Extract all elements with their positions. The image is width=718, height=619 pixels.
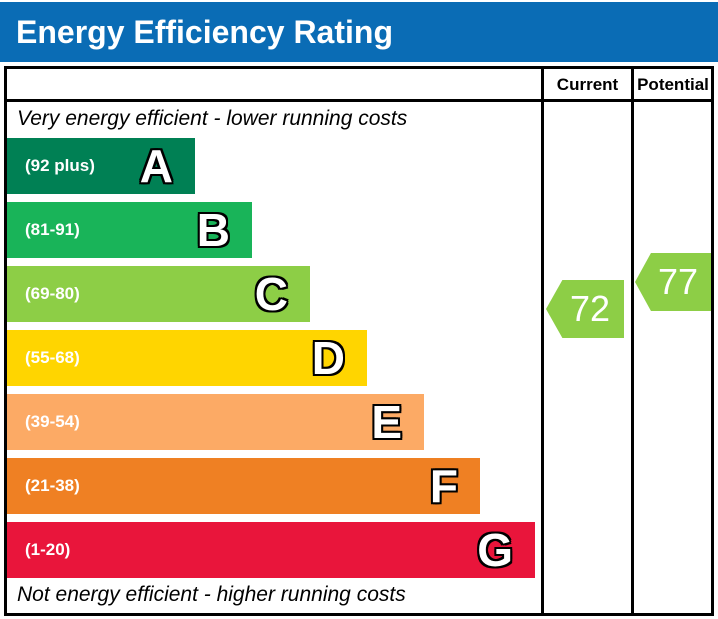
band-f-letter: F xyxy=(429,460,458,512)
band-d-range-label: (55-68) xyxy=(25,348,80,367)
band-d-row: (55-68) D xyxy=(7,330,367,386)
divider-potential-column xyxy=(631,69,634,613)
divider-current-column xyxy=(541,69,544,613)
band-e-range-label: (39-54) xyxy=(25,412,80,431)
band-a-letter: A xyxy=(139,140,173,192)
band-c-row: (69-80) C xyxy=(7,266,310,322)
band-b-letter: B xyxy=(196,204,230,256)
band-f-row: (21-38) F xyxy=(7,458,480,514)
band-d-letter: D xyxy=(311,332,345,384)
band-b-row: (81-91) B xyxy=(7,202,252,258)
page-title: Energy Efficiency Rating xyxy=(16,13,393,50)
band-a-row: (92 plus) A xyxy=(7,138,195,194)
band-g-letter: G xyxy=(477,524,513,576)
band-e-letter: E xyxy=(371,396,402,448)
band-c-range-label: (69-80) xyxy=(25,284,80,303)
band-a-range-label: (92 plus) xyxy=(25,156,95,175)
band-g-range-label: (1-20) xyxy=(25,540,71,559)
current-rating-value: 72 xyxy=(569,288,611,329)
band-e-row: (39-54) E xyxy=(7,394,424,450)
potential-rating-value: 77 xyxy=(657,261,699,302)
header-separator-line xyxy=(7,99,711,102)
band-b-range-label: (81-91) xyxy=(25,220,80,239)
band-g-row: (1-20) G xyxy=(7,522,535,578)
band-c-letter: C xyxy=(254,268,288,320)
column-header-current: Current xyxy=(556,75,619,94)
current-rating-arrow: 72 xyxy=(546,280,624,338)
title-bar: Energy Efficiency Rating xyxy=(0,2,718,62)
bottom-note: Not energy efficient - higher running co… xyxy=(17,583,406,606)
top-note: Very energy efficient - lower running co… xyxy=(17,107,408,130)
column-header-potential: Potential xyxy=(637,75,709,94)
potential-rating-arrow: 77 xyxy=(635,253,711,311)
energy-rating-chart: Current Potential Very energy efficient … xyxy=(4,66,714,616)
band-f-range-label: (21-38) xyxy=(25,476,80,495)
